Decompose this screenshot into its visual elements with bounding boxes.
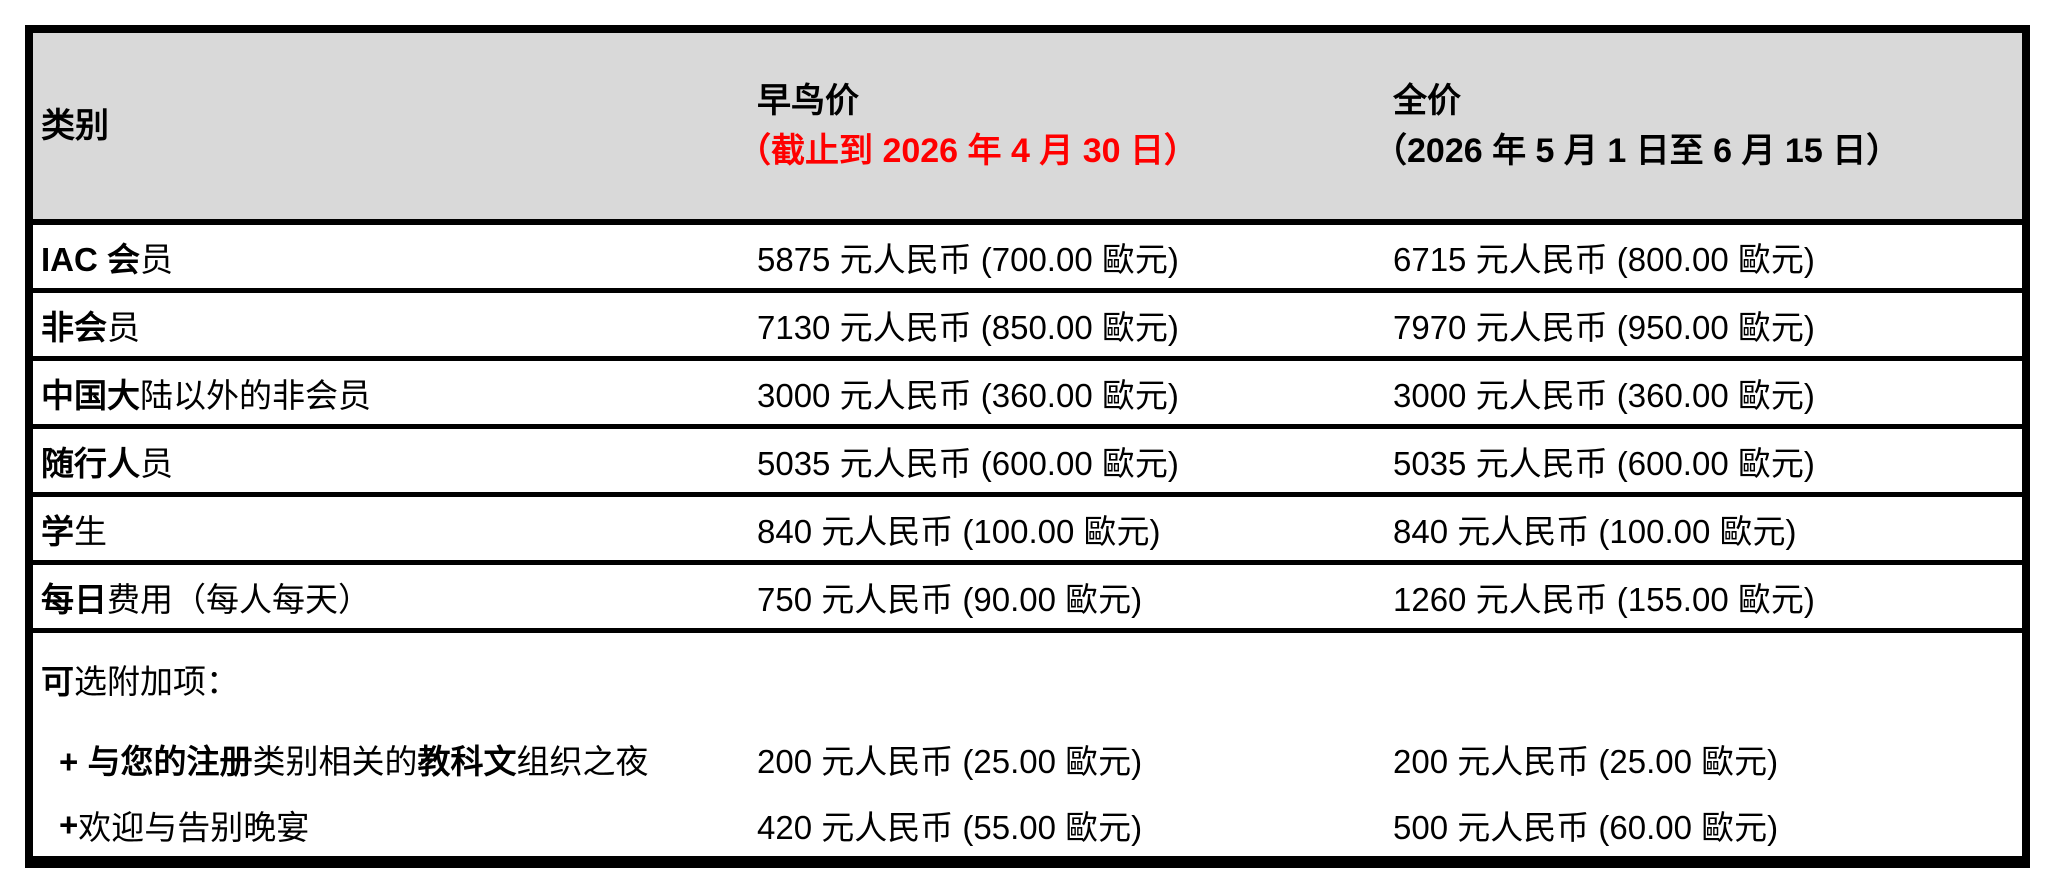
optional-addons-section: 可选附加项： + 与您的注册 类别相关的 教科文 组织之夜 200 元人民币 (25…: [33, 633, 2022, 856]
addons-title-bold: 可: [41, 663, 74, 700]
header-full-price-period: （2026 年 5 月 1 日至 6 月 15 日）: [1373, 132, 1901, 170]
early-bird-price-cell: 840 元人民币 (100.00 歐元): [735, 497, 1375, 560]
full-price: 840 元人民币 (100.00 歐元): [1393, 512, 1797, 550]
category-label-bold: 随行人: [41, 444, 140, 482]
early-bird-price-cell: 200 元人民币 (25.00 歐元): [735, 725, 1375, 793]
category-cell: 每日 费用（每人每天）: [33, 565, 735, 628]
category-label-rest: 员: [140, 444, 173, 482]
addon-label-welcome-farewell-dinner: + 欢迎与告别晚宴: [33, 793, 735, 856]
addons-title: 可选附加项：: [33, 633, 735, 725]
early-bird-price: 420 元人民币 (55.00 歐元): [757, 808, 1143, 846]
early-bird-price-cell: 3000 元人民币 (360.00 歐元): [735, 361, 1375, 424]
early-bird-price: 5035 元人民币 (600.00 歐元): [757, 444, 1179, 482]
category-cell: IAC 会员: [33, 225, 735, 288]
full-price: 500 元人民币 (60.00 歐元): [1393, 808, 1779, 846]
full-price-cell: 7970 元人民币 (950.00 歐元): [1375, 293, 2022, 356]
category-label-bold: 学: [41, 512, 74, 550]
header-early-bird-deadline: （截止到 2026 年 4 月 30 日）: [737, 132, 1199, 170]
header-category-label: 类别: [41, 107, 109, 145]
full-price-cell: 3000 元人民币 (360.00 歐元): [1375, 361, 2022, 424]
table-row: 学生 840 元人民币 (100.00 歐元) 840 元人民币 (100.00…: [33, 497, 2022, 565]
full-price-cell: 5035 元人民币 (600.00 歐元): [1375, 429, 2022, 492]
category-label-bold: 中国大: [41, 376, 140, 414]
spacer-cell: [1375, 633, 2022, 725]
table-row: 非会员 7130 元人民币 (850.00 歐元) 7970 元人民币 (950…: [33, 293, 2022, 361]
table-row: 中国大 陆以外的非会员 3000 元人民币 (360.00 歐元) 3000 元人…: [33, 361, 2022, 429]
addon-label-rest: 组织之夜: [516, 743, 649, 780]
addons-title-rest: 选附加项：: [74, 663, 239, 700]
addon-label-rest: 欢迎与告别晚宴: [78, 808, 310, 846]
full-price: 6715 元人民币 (800.00 歐元): [1393, 240, 1815, 278]
addon-label-bold: 教科文: [417, 743, 517, 780]
full-price-cell: 6715 元人民币 (800.00 歐元): [1375, 225, 2022, 288]
early-bird-price: 200 元人民币 (25.00 歐元): [757, 743, 1143, 780]
category-cell: 随行人员: [33, 429, 735, 492]
full-price-cell: 200 元人民币 (25.00 歐元): [1375, 725, 2022, 793]
table-header-row: 类别 早鸟价 （截止到 2026 年 4 月 30 日） 全价 （2026 年 …: [33, 33, 2022, 225]
early-bird-price: 3000 元人民币 (360.00 歐元): [757, 376, 1179, 414]
category-cell: 中国大 陆以外的非会员: [33, 361, 735, 424]
full-price: 7970 元人民币 (950.00 歐元): [1393, 308, 1815, 346]
early-bird-price-cell: 420 元人民币 (55.00 歐元): [735, 793, 1375, 856]
header-early-bird: 早鸟价 （截止到 2026 年 4 月 30 日）: [735, 33, 1375, 219]
early-bird-price-cell: 750 元人民币 (90.00 歐元): [735, 565, 1375, 628]
addon-label-bold: + 与您的注册: [59, 743, 253, 780]
header-category: 类别: [33, 33, 735, 219]
category-label-rest: 员: [107, 308, 140, 346]
category-label-rest: 费用（每人每天）: [107, 580, 371, 618]
category-cell: 非会员: [33, 293, 735, 356]
table-row: IAC 会员 5875 元人民币 (700.00 歐元) 6715 元人民币 (…: [33, 225, 2022, 293]
addon-label-bold: +: [59, 805, 79, 843]
addon-label-rest: 类别相关的: [252, 743, 418, 780]
table-row: 每日 费用（每人每天） 750 元人民币 (90.00 歐元) 1260 元人民币…: [33, 565, 2022, 633]
full-price: 3000 元人民币 (360.00 歐元): [1393, 376, 1815, 414]
category-label-bold: 非会: [41, 308, 107, 346]
full-price-cell: 840 元人民币 (100.00 歐元): [1375, 497, 2022, 560]
registration-pricing-table: 类别 早鸟价 （截止到 2026 年 4 月 30 日） 全价 （2026 年 …: [25, 25, 2030, 868]
early-bird-price: 840 元人民币 (100.00 歐元): [757, 512, 1161, 550]
header-early-bird-title: 早鸟价: [757, 82, 859, 120]
early-bird-price-cell: 7130 元人民币 (850.00 歐元): [735, 293, 1375, 356]
category-label-bold: IAC 会: [41, 240, 140, 278]
category-label-bold: 每日: [41, 580, 107, 618]
early-bird-price: 750 元人民币 (90.00 歐元): [757, 580, 1143, 618]
category-label-rest: 员: [140, 240, 173, 278]
category-label-rest: 陆以外的非会员: [140, 376, 371, 414]
category-label-rest: 生: [74, 512, 107, 550]
header-full-price: 全价 （2026 年 5 月 1 日至 6 月 15 日）: [1373, 33, 2022, 219]
early-bird-price-cell: 5875 元人民币 (700.00 歐元): [735, 225, 1375, 288]
full-price: 200 元人民币 (25.00 歐元): [1393, 743, 1779, 780]
full-price: 5035 元人民币 (600.00 歐元): [1393, 444, 1815, 482]
early-bird-price: 7130 元人民币 (850.00 歐元): [757, 308, 1179, 346]
category-cell: 学生: [33, 497, 735, 560]
early-bird-price-cell: 5035 元人民币 (600.00 歐元): [735, 429, 1375, 492]
full-price-cell: 500 元人民币 (60.00 歐元): [1375, 793, 2022, 856]
early-bird-price: 5875 元人民币 (700.00 歐元): [757, 240, 1179, 278]
header-full-price-title: 全价: [1393, 82, 1461, 120]
full-price: 1260 元人民币 (155.00 歐元): [1393, 580, 1815, 618]
addon-label-unesco-night: + 与您的注册 类别相关的 教科文 组织之夜: [33, 725, 735, 793]
table-row: 随行人员 5035 元人民币 (600.00 歐元) 5035 元人民币 (60…: [33, 429, 2022, 497]
full-price-cell: 1260 元人民币 (155.00 歐元): [1375, 565, 2022, 628]
spacer-cell: [735, 633, 1375, 725]
